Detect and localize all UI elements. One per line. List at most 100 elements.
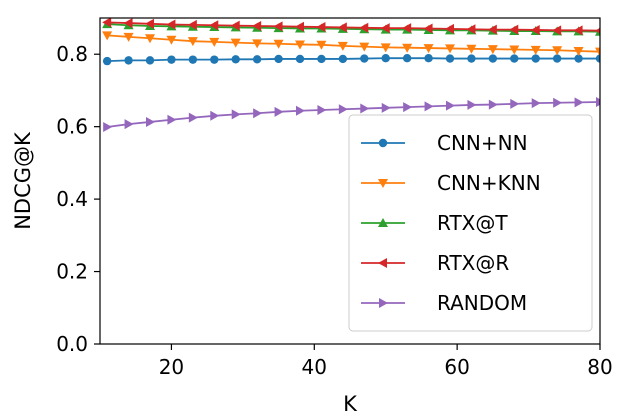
data-point-rtx-r [209, 20, 219, 31]
data-point-cnn-nn [145, 56, 155, 65]
data-point-random [188, 112, 198, 123]
data-point-random [231, 109, 241, 120]
data-point-random [146, 116, 155, 127]
data-point-cnn-knn [552, 46, 563, 56]
y-tick-label: 0.4 [56, 187, 88, 211]
data-point-cnn-knn [123, 32, 134, 42]
legend-box [348, 114, 593, 332]
plot-area [107, 21, 600, 128]
legend-marker-cnn-knn [378, 179, 388, 188]
data-point-cnn-knn [359, 42, 370, 52]
data-point-cnn-nn [574, 54, 583, 63]
data-point-cnn-knn [316, 40, 327, 50]
data-point-random [446, 100, 455, 111]
data-point-cnn-knn [102, 31, 113, 41]
data-point-random [124, 119, 134, 130]
data-point-rtx-r [316, 22, 326, 33]
data-point-cnn-knn [145, 34, 155, 44]
data-point-rtx-r [295, 21, 304, 32]
data-point-random [574, 97, 584, 108]
data-point-random [403, 102, 413, 113]
data-point-random [103, 122, 113, 133]
data-point-cnn-knn [466, 44, 477, 54]
data-point-cnn-knn [595, 47, 600, 57]
data-point-cnn-nn [188, 55, 198, 64]
data-point-rtx-r [359, 22, 369, 33]
data-point-cnn-knn [337, 41, 348, 51]
data-point-cnn-nn [424, 54, 433, 63]
data-point-rtx-r [273, 21, 283, 32]
y-tick-label: 0.8 [56, 42, 88, 66]
data-point-rtx-r [102, 18, 112, 28]
data-point-cnn-knn [487, 45, 498, 55]
data-point-cnn-nn [552, 54, 562, 63]
data-point-cnn-nn [167, 55, 176, 64]
x-axis-label: K [343, 392, 358, 416]
data-point-cnn-nn [467, 54, 476, 63]
data-point-random [596, 97, 600, 108]
y-axis-label: NDCG@K [11, 131, 35, 230]
data-point-cnn-nn [381, 54, 390, 63]
data-point-cnn-nn [252, 55, 262, 64]
legend: CNN+NN CNN+KNN RTX@T RTX@R RANDOM [348, 114, 593, 332]
data-point-cnn-knn [187, 37, 198, 47]
data-point-cnn-knn [530, 45, 541, 55]
data-point-cnn-knn [295, 40, 305, 50]
data-point-cnn-nn [295, 54, 305, 64]
data-point-cnn-nn [102, 56, 112, 66]
data-point-random [296, 105, 305, 116]
data-point-rtx-r [552, 25, 562, 36]
x-tick-label: 40 [302, 355, 327, 379]
legend-marker-rtx-t [378, 218, 388, 227]
legend-label-random: RANDOM [437, 291, 527, 315]
data-point-rtx-r [423, 23, 433, 34]
data-point-cnn-nn [210, 55, 219, 64]
data-point-random [424, 101, 434, 112]
legend-label-rtx-t: RTX@T [437, 211, 508, 235]
data-point-cnn-nn [531, 54, 540, 63]
data-point-random [274, 106, 284, 117]
series-marks [102, 18, 600, 133]
data-point-cnn-nn [317, 54, 326, 64]
data-point-cnn-nn [445, 54, 455, 63]
axes-frame [99, 17, 601, 345]
data-point-cnn-knn [209, 37, 220, 47]
data-point-rtx-r [380, 23, 390, 34]
x-tick-label: 20 [159, 355, 184, 379]
data-point-cnn-nn [274, 54, 283, 64]
data-point-rtx-r [252, 20, 262, 31]
data-point-cnn-knn [509, 45, 520, 55]
data-point-rtx-r [187, 19, 197, 30]
data-point-rtx-r [466, 24, 476, 35]
data-point-cnn-knn [380, 43, 391, 53]
y-tick-label: 0.0 [56, 332, 88, 356]
data-point-random [510, 98, 520, 109]
x-tick-label: 80 [587, 355, 612, 379]
legend-label-cnn-knn: CNN+KNN [437, 171, 541, 195]
series-line-cnn-nn [107, 57, 600, 63]
data-point-rtx-r [445, 23, 454, 34]
legend-marker-random [379, 298, 388, 308]
data-point-cnn-knn [230, 38, 241, 48]
data-point-cnn-knn [402, 43, 413, 53]
data-point-random [317, 105, 327, 116]
data-point-cnn-knn [445, 44, 455, 54]
data-point-random [553, 97, 563, 108]
data-point-random [167, 114, 177, 125]
legend-marker-rtx-r [378, 258, 387, 268]
data-point-cnn-nn [231, 55, 240, 64]
data-point-rtx-r [530, 24, 540, 35]
data-point-rtx-r [573, 25, 583, 36]
data-point-cnn-nn [124, 56, 133, 65]
data-point-random [531, 98, 541, 109]
data-point-random [360, 103, 370, 114]
data-point-random [210, 110, 220, 121]
data-point-cnn-knn [423, 44, 434, 54]
data-point-rtx-t [595, 26, 600, 36]
data-point-random [338, 104, 348, 115]
data-point-rtx-r [145, 18, 154, 29]
data-point-cnn-knn [273, 39, 284, 49]
y-tick-label: 0.6 [56, 115, 88, 139]
data-point-cnn-nn [338, 54, 348, 64]
data-point-cnn-nn [360, 54, 369, 63]
